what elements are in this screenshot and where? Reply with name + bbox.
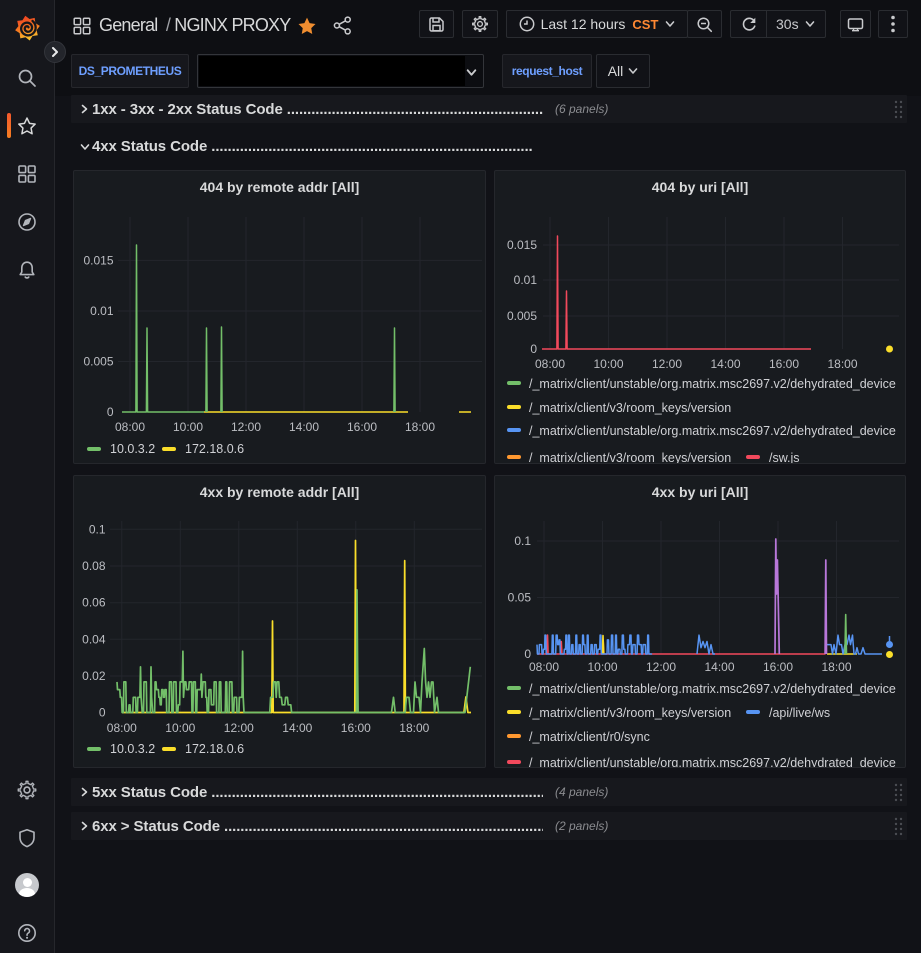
svg-text:0.005: 0.005 bbox=[507, 309, 537, 323]
svg-text:08:00: 08:00 bbox=[107, 721, 137, 735]
svg-text:0.01: 0.01 bbox=[90, 304, 114, 318]
svg-text:172.18.0.6: 172.18.0.6 bbox=[185, 442, 244, 456]
svg-text:10:00: 10:00 bbox=[173, 420, 203, 434]
svg-text:/_matrix/client/unstable/org.m: /_matrix/client/unstable/org.matrix.msc2… bbox=[529, 756, 896, 767]
svg-text:16:00: 16:00 bbox=[341, 721, 371, 735]
svg-text:18:00: 18:00 bbox=[821, 660, 851, 674]
svg-text:0: 0 bbox=[524, 647, 531, 661]
svg-text:10.0.3.2: 10.0.3.2 bbox=[110, 442, 155, 456]
svg-text:/_matrix/client/r0/sync: /_matrix/client/r0/sync bbox=[529, 730, 650, 744]
svg-text:0.015: 0.015 bbox=[83, 253, 113, 267]
svg-text:0: 0 bbox=[99, 706, 106, 720]
svg-text:0.005: 0.005 bbox=[83, 355, 113, 369]
svg-text:0.05: 0.05 bbox=[508, 591, 532, 605]
svg-text:08:00: 08:00 bbox=[535, 357, 565, 371]
svg-text:/sw.js: /sw.js bbox=[769, 451, 800, 463]
svg-text:/_matrix/client/unstable/org.m: /_matrix/client/unstable/org.matrix.msc2… bbox=[529, 424, 896, 438]
svg-text:18:00: 18:00 bbox=[827, 357, 857, 371]
svg-text:0.1: 0.1 bbox=[514, 534, 531, 548]
svg-text:12:00: 12:00 bbox=[652, 357, 682, 371]
svg-text:14:00: 14:00 bbox=[704, 660, 734, 674]
svg-text:14:00: 14:00 bbox=[282, 721, 312, 735]
svg-text:16:00: 16:00 bbox=[347, 420, 377, 434]
svg-text:12:00: 12:00 bbox=[646, 660, 676, 674]
svg-text:/_matrix/client/unstable/org.m: /_matrix/client/unstable/org.matrix.msc2… bbox=[529, 377, 896, 391]
svg-text:08:00: 08:00 bbox=[115, 420, 145, 434]
svg-text:/_matrix/client/v3/room_keys/v: /_matrix/client/v3/room_keys/version bbox=[529, 706, 731, 720]
svg-text:/_matrix/client/unstable/org.m: /_matrix/client/unstable/org.matrix.msc2… bbox=[529, 682, 896, 696]
svg-text:0.01: 0.01 bbox=[514, 273, 538, 287]
svg-text:14:00: 14:00 bbox=[289, 420, 319, 434]
svg-text:10.0.3.2: 10.0.3.2 bbox=[110, 742, 155, 756]
svg-text:16:00: 16:00 bbox=[769, 357, 799, 371]
svg-text:0: 0 bbox=[530, 342, 537, 356]
svg-text:18:00: 18:00 bbox=[405, 420, 435, 434]
svg-text:0.015: 0.015 bbox=[507, 238, 537, 252]
svg-text:14:00: 14:00 bbox=[710, 357, 740, 371]
svg-text:0: 0 bbox=[107, 405, 114, 419]
svg-text:0.04: 0.04 bbox=[82, 632, 106, 646]
svg-text:0.08: 0.08 bbox=[82, 559, 106, 573]
svg-text:10:00: 10:00 bbox=[165, 721, 195, 735]
svg-text:08:00: 08:00 bbox=[529, 660, 559, 674]
svg-text:172.18.0.6: 172.18.0.6 bbox=[185, 742, 244, 756]
svg-text:12:00: 12:00 bbox=[224, 721, 254, 735]
svg-text:10:00: 10:00 bbox=[593, 357, 623, 371]
svg-text:10:00: 10:00 bbox=[587, 660, 617, 674]
svg-text:0.06: 0.06 bbox=[82, 596, 106, 610]
svg-text:0.02: 0.02 bbox=[82, 669, 106, 683]
svg-text:/_matrix/client/v3/room_keys/v: /_matrix/client/v3/room_keys/version bbox=[529, 451, 731, 463]
svg-text:/_matrix/client/v3/room_keys/v: /_matrix/client/v3/room_keys/version bbox=[529, 401, 731, 415]
svg-text:0.1: 0.1 bbox=[89, 522, 106, 536]
svg-text:16:00: 16:00 bbox=[763, 660, 793, 674]
svg-text:/api/live/ws: /api/live/ws bbox=[769, 706, 830, 720]
svg-text:18:00: 18:00 bbox=[399, 721, 429, 735]
svg-text:12:00: 12:00 bbox=[231, 420, 261, 434]
